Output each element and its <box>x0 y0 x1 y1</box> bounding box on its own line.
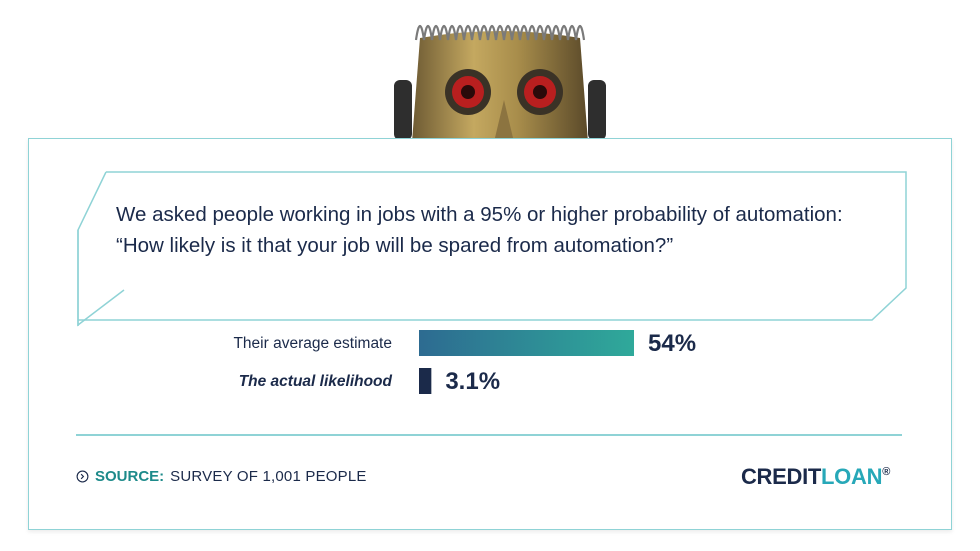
logo-part-credit: CREDIT <box>740 464 822 489</box>
chevron-circle-icon <box>76 470 89 483</box>
survey-question: We asked people working in jobs with a 9… <box>116 203 843 257</box>
robot-head-icon <box>394 24 606 142</box>
source-label: SOURCE: <box>95 468 165 485</box>
bar <box>419 368 432 394</box>
bar-category-label: The actual likelihood <box>239 373 393 390</box>
bar-value-label: 3.1% <box>445 368 500 395</box>
bar <box>419 330 634 356</box>
speech-bubble <box>77 171 907 327</box>
brand-logo: CREDITLOAN® <box>741 464 890 490</box>
logo-part-loan: LOAN <box>821 464 883 489</box>
divider <box>76 434 902 436</box>
logo-registered-mark: ® <box>882 466 890 478</box>
bar-value-label: 54% <box>648 330 696 357</box>
source-line: SOURCE: SURVEY OF 1,001 PEOPLE <box>76 468 367 485</box>
bar-category-label: Their average estimate <box>233 335 392 352</box>
source-text: SURVEY OF 1,001 PEOPLE <box>170 468 367 485</box>
